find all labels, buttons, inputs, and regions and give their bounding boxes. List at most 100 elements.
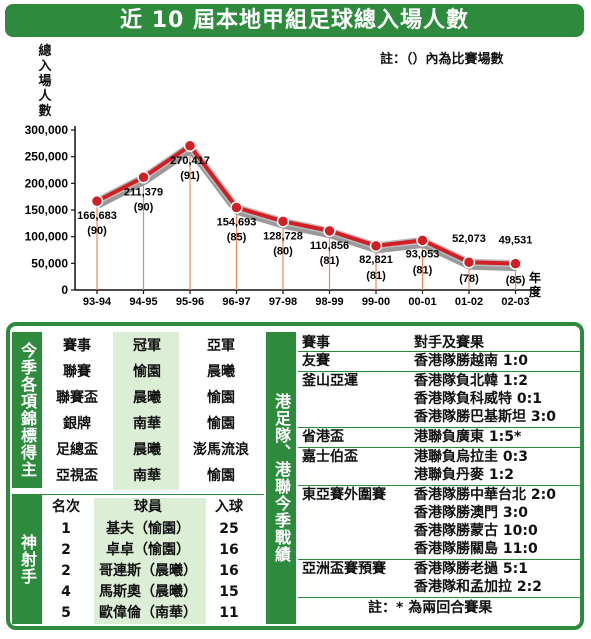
honours-header: 賽事: [63, 338, 91, 354]
chart-ylabel: 總入場人數: [38, 44, 52, 119]
honours-cell: 南華: [133, 416, 161, 432]
matches-label: (81): [413, 264, 433, 276]
data-point: [276, 215, 290, 228]
results-line: 香港隊和孟加拉 2:2: [414, 579, 542, 595]
results-event: 釜山亞運: [302, 373, 358, 389]
chart-note: 註：（）內為比賽場數: [380, 52, 504, 67]
scorers-cell: 16: [219, 563, 239, 579]
series-outline: [95, 142, 516, 268]
honours-header: 亞軍: [207, 338, 235, 354]
honours-cell: 晨曦: [133, 390, 161, 406]
results-event: 東亞賽外圍賽: [302, 487, 386, 503]
x-tick-label: 01-02: [455, 296, 483, 308]
results-header: 對手及賽果: [414, 335, 484, 351]
scorers-cell: 2: [61, 563, 71, 579]
x-tick-label: 93-94: [83, 296, 112, 308]
matches-label: (80): [273, 245, 293, 257]
matches-label: (81): [320, 255, 340, 267]
data-point: [137, 171, 150, 184]
scorers-cell: 15: [219, 584, 239, 600]
results-line: 港聯負丹麥 1:2: [414, 467, 514, 483]
honours-cell: 愉園: [207, 416, 235, 432]
data-point: [183, 139, 197, 153]
honours-cell: 晨曦: [133, 442, 161, 458]
honours-cell: 愉園: [207, 468, 235, 484]
scorers-divider: [42, 494, 264, 495]
scorers-header: 入球: [215, 499, 243, 515]
value-label: 128,728: [263, 230, 303, 242]
results-line: 香港隊勝蒙古 10:0: [414, 523, 538, 539]
data-point: [416, 234, 429, 247]
x-tick-label: 96-97: [222, 296, 250, 308]
x-tick-label: 02-03: [501, 296, 529, 308]
page-title: 近 10 屆本地甲組足球總入場人數: [5, 4, 584, 37]
scorers-cell: 5: [61, 605, 71, 621]
scorers-cell: 馬斯奧（晨曦）: [99, 584, 197, 600]
honours-cell: 南華: [133, 468, 161, 484]
results-event: 嘉士伯盃: [302, 449, 358, 465]
data-point: [462, 255, 476, 269]
value-label: 93,053: [406, 248, 440, 260]
y-tick-label: 50,000: [31, 256, 68, 270]
series-line: [96, 143, 516, 266]
results-footnote: 註：* 為兩回合賽果: [368, 600, 493, 616]
x-tick-label: 98-99: [315, 296, 343, 308]
matches-label: (90): [134, 201, 154, 213]
results-line: 香港隊勝巴基斯坦 3:0: [414, 409, 556, 425]
data-point: [230, 201, 243, 214]
value-label: 211,379: [124, 186, 163, 198]
results-divider: [298, 447, 580, 448]
results-divider: [298, 371, 580, 372]
honours-cell: 亞視盃: [56, 468, 98, 484]
results-line: 香港隊負科威特 0:1: [414, 391, 542, 407]
scorers-player-bg: [94, 498, 206, 624]
x-axis-label: 度: [529, 284, 542, 299]
data-point: [509, 257, 522, 270]
x-tick-label: 95-96: [176, 296, 204, 308]
x-axis-label: 年: [529, 270, 541, 285]
results-divider: [298, 597, 580, 598]
honours-cell: 愉園: [133, 364, 161, 380]
y-tick-label: 200,000: [25, 176, 69, 190]
results-event: 亞洲盃賽預賽: [302, 561, 386, 577]
x-tick-label: 94-95: [129, 296, 157, 308]
scorers-cell: 1: [61, 521, 71, 537]
scorers-cell: 歐偉倫（南華）: [99, 605, 197, 621]
info-panel: [6, 322, 584, 630]
x-tick-label: 00-01: [408, 296, 436, 308]
y-tick-label: 0: [61, 283, 68, 297]
matches-label: (78): [459, 273, 479, 285]
results-line: 港聯負廣東 1:5*: [414, 429, 522, 445]
scorers-cell: 16: [219, 542, 239, 558]
value-label: 154,693: [217, 216, 257, 228]
value-label: 52,073: [452, 233, 486, 245]
matches-label: (85): [506, 275, 526, 287]
matches-label: (81): [366, 270, 386, 282]
attendance-line-chart: 300,000 250,000 200,000 150,000 100,000 50,00…: [25, 123, 542, 308]
scorers-cell: 2: [61, 542, 71, 558]
y-tick-label: 250,000: [25, 150, 69, 164]
results-event: 省港盃: [302, 429, 344, 445]
results-header: 賽事: [302, 335, 330, 351]
value-label: 166,683: [77, 210, 117, 222]
matches-label: (91): [180, 170, 200, 182]
value-label: 270,417: [170, 155, 210, 167]
honours-cell: 晨曦: [207, 364, 235, 380]
results-line: 香港隊勝中華台北 2:0: [414, 487, 556, 503]
results-line: 香港隊負北韓 1:2: [414, 373, 528, 389]
data-point: [369, 239, 383, 253]
results-line: 香港隊勝澳門 3:0: [414, 505, 528, 521]
results-event: 友賽: [302, 353, 330, 369]
y-tick-label: 300,000: [25, 123, 69, 137]
scorers-cell: 25: [219, 521, 239, 537]
honours-cell: 澎馬流浪: [193, 442, 249, 458]
scorers-side-label: 神射手: [12, 494, 42, 624]
scorers-cell: 哥連斯（晨曦）: [99, 563, 197, 579]
results-divider: [298, 427, 580, 428]
scorers-cell: 11: [219, 605, 239, 621]
value-label: 110,856: [310, 240, 349, 252]
y-tick-label: 150,000: [25, 203, 69, 217]
honours-cell: 聯賽: [63, 364, 91, 380]
value-label: 82,821: [359, 254, 393, 266]
honours-side-label: 今季各項錦標得主: [12, 332, 42, 488]
